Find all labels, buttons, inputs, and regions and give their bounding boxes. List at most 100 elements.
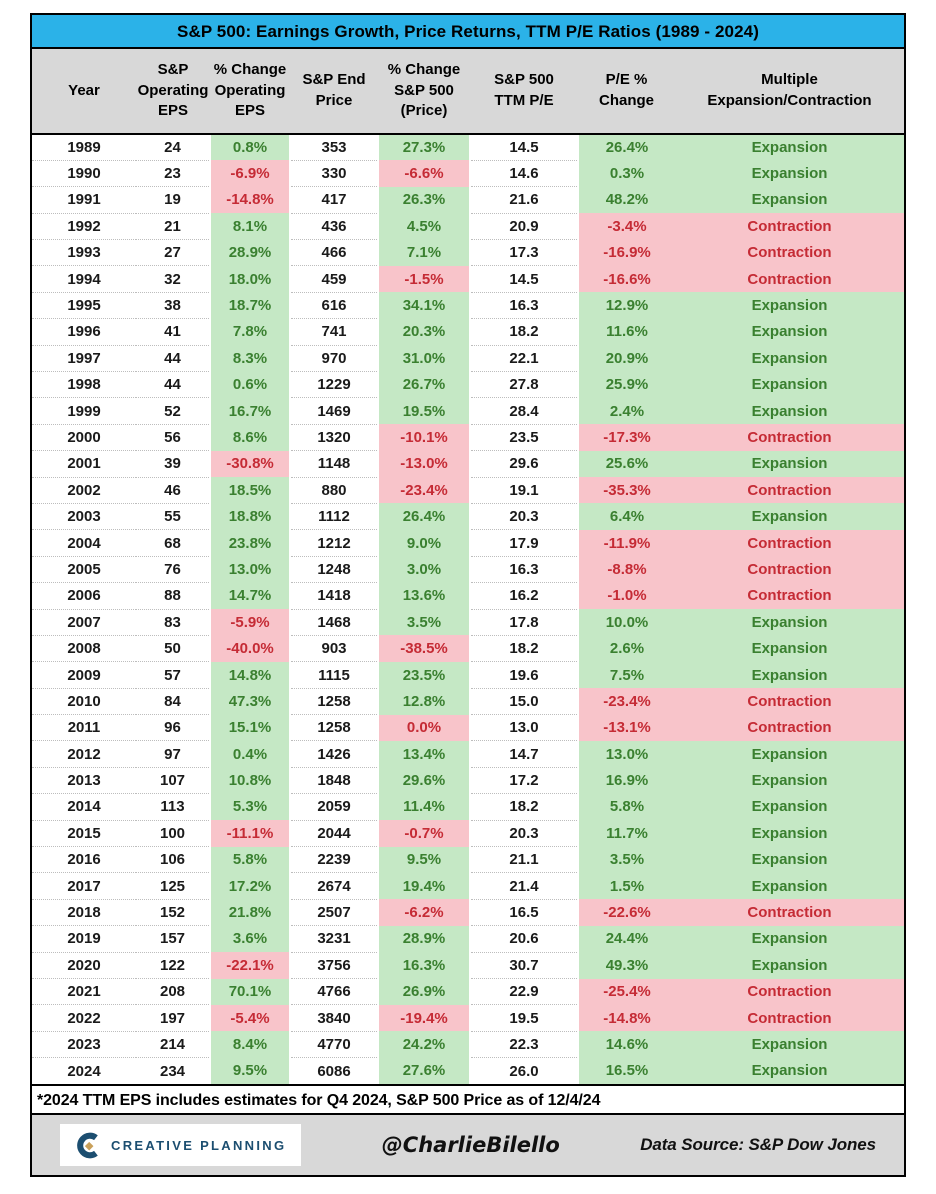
pe-change-cell: -23.4% [577,688,675,715]
table-row: 1989 24 0.8% 353 27.3% 14.5 26.4% Expansion [32,134,904,161]
price-change-cell: 19.4% [377,872,471,900]
year-cell: 2000 [32,423,136,451]
ttm-pe-cell: 29.6 [470,450,578,478]
table-row: 2009 57 14.8% 1115 23.5% 19.6 7.5% Expansion [32,661,904,689]
table-row: 2011 96 15.1% 1258 0.0% 13.0 -13.1% Contraction [32,714,904,741]
ttm-pe-cell: 14.6 [470,159,578,187]
year-cell: 2017 [32,872,136,900]
header-row: Year S&P Operating EPS% Change Operating … [32,49,904,135]
footnote: *2024 TTM EPS includes estimates for Q4 … [32,1084,904,1116]
price-change-cell: 26.4% [377,503,471,530]
end-price-cell: 1258 [290,714,378,741]
col-header-operating-eps: S&P Operating EPS [136,49,210,135]
eps-change-cell: 8.6% [209,424,291,451]
end-price-cell: 6086 [290,1057,378,1085]
eps-change-cell: 18.7% [209,292,291,319]
table-row: 2006 88 14.7% 1418 13.6% 16.2 -1.0% Contraction [32,582,904,610]
table-row: 2008 50 -40.0% 903 -38.5% 18.2 2.6% Expansion [32,634,904,662]
eps-change-cell: 8.4% [209,1031,291,1058]
year-cell: 1996 [32,318,136,346]
end-price-cell: 2239 [290,846,378,873]
end-price-cell: 1426 [290,740,378,768]
operating-eps-cell: 44 [136,344,210,372]
operating-eps-cell: 197 [136,1004,210,1032]
operating-eps-cell: 68 [136,529,210,557]
table-row: 1994 32 18.0% 459 -1.5% 14.5 -16.6% Contraction [32,265,904,293]
ttm-pe-cell: 18.2 [470,318,578,346]
ttm-pe-cell: 20.9 [470,212,578,240]
table-row: 2014 113 5.3% 2059 11.4% 18.2 5.8% Expansion [32,793,904,821]
price-change-cell: 26.7% [377,371,471,398]
ttm-pe-cell: 22.9 [470,977,578,1005]
pe-change-cell: 48.2% [577,186,675,214]
year-cell: 1993 [32,239,136,266]
end-price-cell: 436 [290,212,378,240]
ttm-pe-cell: 17.2 [470,766,578,794]
pe-change-cell: 25.6% [577,450,675,478]
col-header-end-price: S&P End Price [290,49,378,135]
year-cell: 2006 [32,582,136,610]
ttm-pe-cell: 21.6 [470,186,578,214]
pe-change-cell: -1.0% [577,582,675,610]
price-change-cell: 26.9% [377,978,471,1005]
end-price-cell: 3231 [290,925,378,953]
end-price-cell: 2059 [290,793,378,821]
creative-planning-wordmark: CREATIVE PLANNING [111,1137,287,1153]
price-change-cell: 13.6% [377,582,471,610]
table-row: 2021 208 70.1% 4766 26.9% 22.9 -25.4% Contracti… [32,977,904,1005]
eps-change-cell: -5.9% [209,609,291,636]
year-cell: 2001 [32,450,136,478]
operating-eps-cell: 39 [136,450,210,478]
price-change-cell: 16.3% [377,952,471,979]
eps-change-cell: -40.0% [209,635,291,662]
eps-change-cell: 23.8% [209,529,291,557]
pe-change-cell: 49.3% [577,952,675,979]
pe-change-cell: 11.7% [577,820,675,847]
price-change-cell: -38.5% [377,635,471,662]
eps-change-cell: 7.8% [209,318,291,346]
operating-eps-cell: 84 [136,687,210,715]
eps-change-cell: -5.4% [209,1004,291,1032]
ttm-pe-cell: 21.1 [470,846,578,873]
multiple-cell: Contraction [675,529,904,557]
eps-change-cell: 8.1% [209,213,291,240]
multiple-cell: Contraction [675,688,904,715]
operating-eps-cell: 152 [136,898,210,926]
end-price-cell: 741 [290,318,378,346]
ttm-pe-cell: 14.5 [470,265,578,293]
table-frame: S&P 500: Earnings Growth, Price Returns,… [30,13,906,1178]
end-price-cell: 3840 [290,1004,378,1032]
operating-eps-cell: 76 [136,555,210,583]
year-cell: 1995 [32,291,136,319]
operating-eps-cell: 46 [136,476,210,504]
price-change-cell: 19.5% [377,397,471,425]
price-change-cell: 26.3% [377,186,471,214]
pe-change-cell: -16.9% [577,239,675,266]
ttm-pe-cell: 23.5 [470,423,578,451]
eps-change-cell: 0.8% [209,134,291,161]
multiple-cell: Contraction [675,978,904,1005]
table-row: 2016 106 5.8% 2239 9.5% 21.1 3.5% Expansion [32,846,904,873]
data-source: Data Source: S&P Dow Jones [640,1135,876,1155]
table-row: 2005 76 13.0% 1248 3.0% 16.3 -8.8% Contraction [32,555,904,583]
multiple-cell: Contraction [675,239,904,266]
year-cell: 1990 [32,159,136,187]
price-change-cell: 11.4% [377,793,471,821]
end-price-cell: 616 [290,291,378,319]
multiple-cell: Contraction [675,424,904,451]
multiple-cell: Expansion [675,793,904,821]
table-row: 1998 44 0.6% 1229 26.7% 27.8 25.9% Expansion [32,371,904,398]
pe-change-cell: 14.6% [577,1031,675,1058]
ttm-pe-cell: 17.9 [470,529,578,557]
year-cell: 1992 [32,212,136,240]
creative-planning-c-icon [77,1132,98,1158]
eps-change-cell: 14.7% [209,582,291,610]
eps-change-cell: -14.8% [209,186,291,214]
year-cell: 1997 [32,344,136,372]
eps-change-cell: 0.6% [209,371,291,398]
year-cell: 2003 [32,502,136,530]
eps-change-cell: 18.0% [209,265,291,293]
year-cell: 2004 [32,529,136,557]
operating-eps-cell: 41 [136,318,210,346]
year-cell: 2007 [32,608,136,636]
